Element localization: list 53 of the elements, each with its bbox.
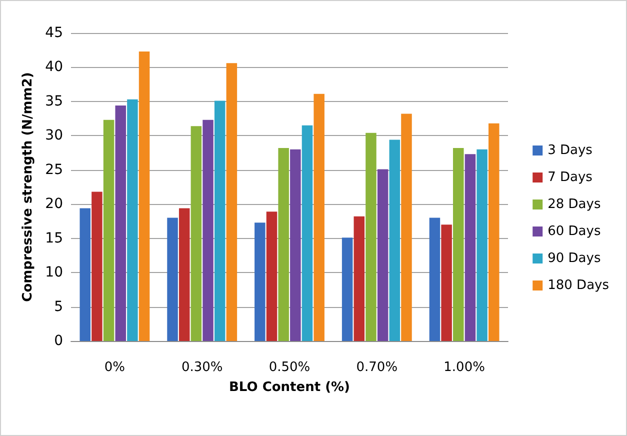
y-tick-label: 45 — [45, 25, 63, 41]
legend-label: 180 Days — [548, 278, 610, 293]
y-tick-label: 40 — [45, 59, 63, 76]
legend-label: 28 Days — [548, 197, 601, 212]
bar — [80, 208, 90, 341]
y-tick-label: 5 — [54, 298, 63, 315]
legend-label: 60 Days — [548, 224, 601, 239]
bar — [389, 140, 400, 341]
bar — [464, 154, 476, 341]
bar — [476, 149, 488, 341]
bar — [226, 63, 238, 341]
y-tick-label: 30 — [45, 128, 63, 144]
x-tick-label: 0% — [104, 360, 126, 375]
y-tick-label: 15 — [45, 230, 63, 246]
legend-label: 7 Days — [548, 170, 593, 185]
bar — [167, 218, 178, 341]
bar — [354, 216, 365, 341]
bar — [401, 114, 412, 341]
bar — [453, 148, 464, 341]
x-tick-label: 1.00% — [444, 360, 485, 375]
bar — [190, 126, 202, 341]
bar — [178, 208, 190, 341]
bar — [441, 224, 452, 341]
bar — [429, 218, 440, 341]
bar — [266, 212, 278, 341]
x-axis-title: BLO Content (%) — [229, 380, 350, 395]
bar — [138, 51, 150, 341]
bar — [254, 222, 266, 341]
bar — [202, 120, 214, 341]
bar — [290, 149, 301, 341]
bar — [302, 125, 313, 341]
legend-label: 90 Days — [548, 251, 601, 266]
x-tick-label: 0.50% — [268, 360, 310, 375]
bar — [127, 99, 138, 341]
bar — [115, 106, 126, 341]
bar — [366, 132, 376, 341]
bar — [103, 120, 114, 341]
bar — [377, 169, 388, 341]
y-tick-label: 20 — [45, 196, 63, 212]
x-tick-label: 0.70% — [356, 360, 398, 375]
bar — [488, 123, 500, 341]
y-tick-label: 0 — [54, 333, 63, 349]
y-axis-title: Compressive strength (N/mm2) — [20, 72, 36, 302]
bar — [92, 192, 102, 341]
y-tick-label: 10 — [45, 264, 63, 281]
legend-label: 3 Days — [548, 143, 593, 158]
bar — [314, 94, 324, 341]
y-tick-label: 35 — [45, 93, 63, 110]
x-tick-label: 0.30% — [181, 360, 223, 375]
bar — [278, 148, 289, 341]
y-tick-label: 25 — [45, 162, 63, 178]
bar — [214, 100, 226, 341]
bar — [342, 238, 353, 341]
